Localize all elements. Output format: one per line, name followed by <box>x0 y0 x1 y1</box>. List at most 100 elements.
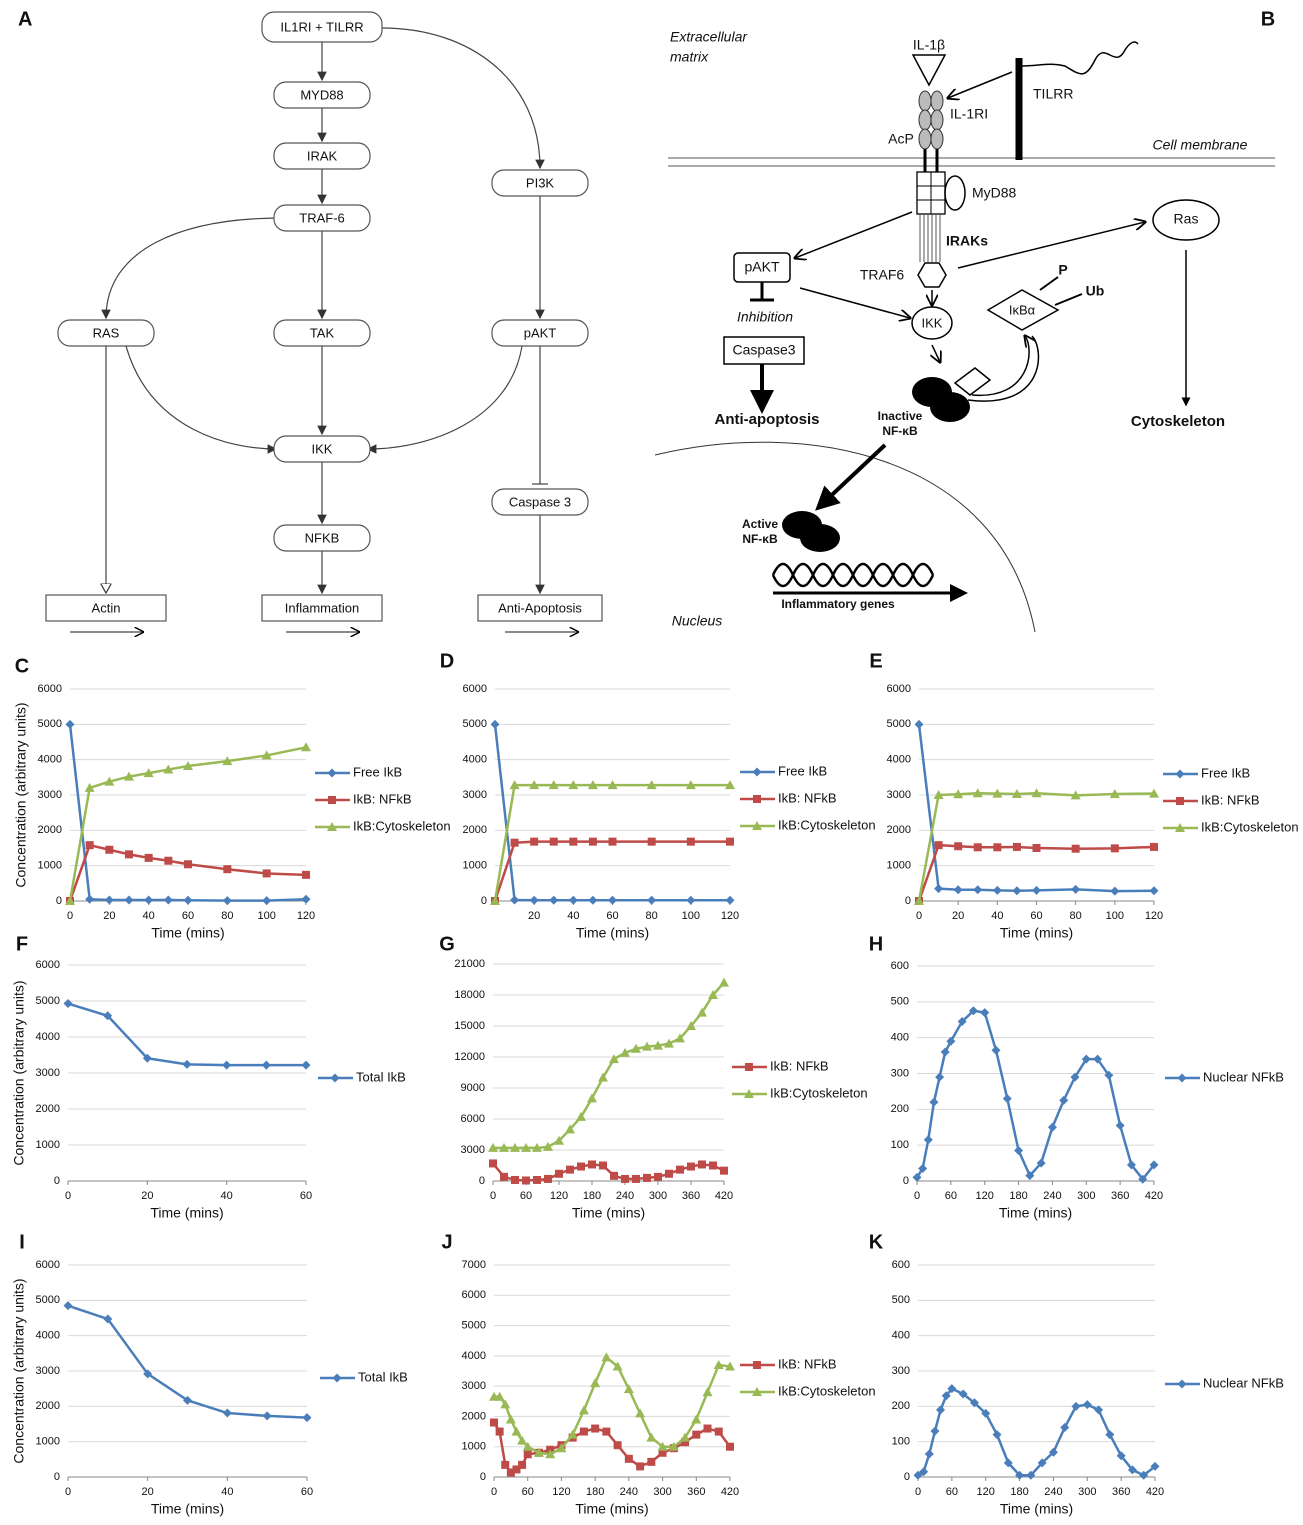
marker <box>587 1093 597 1102</box>
y-tick-label: 0 <box>480 1471 486 1483</box>
series-line <box>70 747 306 901</box>
marker <box>64 999 73 1008</box>
diagram-label: NF-κB <box>882 424 918 438</box>
x-tick-label: 40 <box>991 910 1003 922</box>
marker <box>501 1461 509 1469</box>
marker <box>262 1061 271 1070</box>
marker <box>491 720 500 729</box>
x-tick-label: 300 <box>653 1486 671 1498</box>
marker <box>223 865 231 873</box>
x-axis-title: Time (mins) <box>1000 1501 1073 1517</box>
y-tick-label: 4000 <box>463 754 487 766</box>
chart: 0300060009000120001500018000210000601201… <box>439 933 867 1220</box>
marker <box>555 1170 563 1178</box>
marker <box>500 1173 508 1181</box>
marker <box>676 1166 684 1174</box>
y-tick-label: 6000 <box>462 1289 486 1301</box>
marker <box>183 1060 192 1069</box>
x-tick-label: 0 <box>916 910 922 922</box>
marker <box>609 1054 619 1063</box>
marker <box>489 1159 497 1167</box>
marker <box>549 896 558 905</box>
series-line <box>917 1011 1154 1179</box>
x-tick-label: 0 <box>914 1190 920 1202</box>
y-tick-label: 300 <box>892 1365 910 1377</box>
legend-marker <box>328 769 337 778</box>
marker <box>925 1450 934 1459</box>
y-tick-label: 0 <box>481 895 487 907</box>
marker <box>550 838 558 846</box>
marker <box>223 896 232 905</box>
legend-label: Nuclear NFkB <box>1203 1069 1284 1084</box>
marker <box>935 841 943 849</box>
marker <box>506 1414 516 1423</box>
y-tick-label: 6000 <box>463 683 487 695</box>
y-tick-label: 3000 <box>36 1067 60 1079</box>
marker <box>993 1430 1002 1439</box>
x-tick-label: 60 <box>182 910 194 922</box>
y-tick-label: 2000 <box>38 824 62 836</box>
diagram-label: Active <box>742 517 778 531</box>
y-tick-label: 15000 <box>454 1020 485 1032</box>
marker <box>608 896 617 905</box>
marker <box>992 1046 1001 1055</box>
x-tick-label: 360 <box>682 1190 700 1202</box>
diagram-label: IRAKs <box>946 233 988 249</box>
y-tick-label: 4000 <box>36 1330 60 1342</box>
legend-label: Free IkB <box>353 764 402 779</box>
y-tick-label: 9000 <box>461 1082 485 1094</box>
x-tick-label: 120 <box>1145 910 1163 922</box>
node-label: PI3K <box>526 175 555 190</box>
y-tick-label: 300 <box>891 1067 909 1079</box>
legend-label: IkB:Cytoskeleton <box>353 818 451 833</box>
marker <box>632 1175 640 1183</box>
marker <box>1060 1423 1069 1432</box>
marker <box>1033 844 1041 852</box>
series-line <box>495 724 730 900</box>
diagram-label: Inhibition <box>737 309 793 325</box>
marker <box>105 895 114 904</box>
x-tick-label: 360 <box>687 1486 705 1498</box>
node-label: IKK <box>312 441 333 456</box>
y-tick-label: 5000 <box>38 718 62 730</box>
marker <box>1071 885 1080 894</box>
legend-label: Free IkB <box>778 763 827 778</box>
y-tick-label: 1000 <box>36 1436 60 1448</box>
x-tick-label: 80 <box>646 910 658 922</box>
marker <box>602 1428 610 1436</box>
marker <box>263 869 271 877</box>
x-tick-label: 120 <box>297 910 315 922</box>
x-tick-label: 180 <box>583 1190 601 1202</box>
marker <box>686 896 695 905</box>
x-tick-label: 0 <box>65 1190 71 1202</box>
charts: 0100020003000400050006000020406080100120… <box>11 650 1299 1516</box>
marker <box>530 896 539 905</box>
marker <box>511 1427 521 1436</box>
legend-marker <box>745 1063 753 1071</box>
marker <box>588 1160 596 1168</box>
marker <box>941 1048 950 1057</box>
y-tick-label: 1000 <box>36 1139 60 1151</box>
y-tick-label: 2000 <box>36 1400 60 1412</box>
marker <box>510 895 519 904</box>
x-tick-label: 60 <box>1030 910 1042 922</box>
legend-label: Total IkB <box>356 1069 406 1084</box>
marker <box>648 838 656 846</box>
y-tick-label: 3000 <box>36 1365 60 1377</box>
y-tick-label: 1000 <box>462 1441 486 1453</box>
marker <box>624 1384 634 1393</box>
marker <box>145 854 153 862</box>
marker <box>954 842 962 850</box>
x-tick-label: 20 <box>142 1486 154 1498</box>
y-tick-label: 2000 <box>463 824 487 836</box>
x-tick-label: 0 <box>915 1486 921 1498</box>
diagram-label: IKK <box>922 315 943 330</box>
marker <box>164 895 173 904</box>
x-tick-label: 240 <box>1044 1486 1062 1498</box>
x-axis-title: Time (mins) <box>151 925 224 941</box>
x-tick-label: 20 <box>528 910 540 922</box>
diagram-a-nodes: IL1RI + TILRRMYD88IRAKTRAF-6PI3KRASTAKpA… <box>46 12 602 621</box>
marker <box>609 838 617 846</box>
marker <box>569 838 577 846</box>
marker <box>64 1301 73 1310</box>
